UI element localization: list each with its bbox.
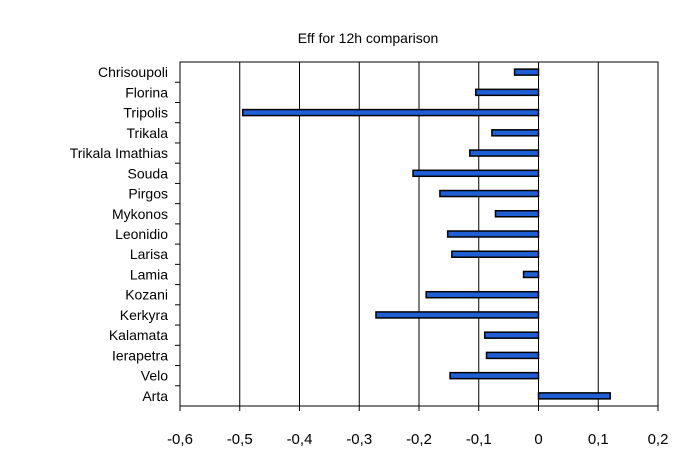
- bar-ierapetra: [485, 351, 540, 360]
- category-label: Larisa: [130, 246, 168, 262]
- x-tick-labels: -0,6 -0,5 -0,4 -0,3 -0,2 -0,1 0 0,1 0,2: [167, 406, 668, 448]
- bar-leonidio: [446, 230, 540, 238]
- category-label: Pirgos: [128, 186, 168, 202]
- category-label: Tripolis: [123, 105, 168, 121]
- category-labels: Chrisoupoli Florina Tripolis Trikala Trikala…: [70, 64, 180, 404]
- x-tick-label: 0: [534, 431, 542, 448]
- category-label: Florina: [125, 84, 168, 100]
- bar-chrisoupoli: [513, 68, 540, 76]
- bar-souda: [412, 169, 540, 178]
- bars: [241, 68, 611, 400]
- x-tick-label: -0,6: [167, 431, 193, 448]
- x-tick-label: 0,2: [648, 431, 669, 448]
- category-label: Kozani: [125, 287, 168, 303]
- category-label: Ierapetra: [112, 347, 168, 363]
- category-label: Arta: [142, 388, 168, 404]
- bar-arta: [537, 392, 611, 400]
- bar-florina: [475, 88, 540, 97]
- category-label: Souda: [128, 165, 169, 181]
- x-tick-label: -0,5: [227, 431, 253, 448]
- bar-larisa: [451, 250, 540, 258]
- bar-trikala: [491, 129, 540, 137]
- bar-kozani: [425, 290, 540, 299]
- bar-tripolis: [241, 108, 540, 117]
- bar-pirgos: [439, 189, 540, 198]
- bar-kalamata: [483, 331, 540, 339]
- category-label: Kalamata: [109, 327, 168, 343]
- category-label: Lamia: [130, 266, 168, 282]
- category-label: Velo: [141, 368, 168, 384]
- bar-lamia: [522, 270, 540, 279]
- category-label: Trikala: [127, 125, 169, 141]
- bar-velo: [449, 371, 540, 380]
- x-tick-label: -0,4: [287, 431, 313, 448]
- x-tick-label: 0,1: [588, 431, 609, 448]
- category-label: Mykonos: [112, 206, 168, 222]
- bar-trikala-imathias: [469, 149, 540, 157]
- bar-mykonos: [494, 210, 540, 218]
- x-tick-label: -0,1: [466, 431, 492, 448]
- x-tick-label: -0,3: [346, 431, 372, 448]
- chart-title: Eff for 12h comparison: [298, 30, 439, 46]
- x-tick-label: -0,2: [406, 431, 432, 448]
- category-label: Trikala Imathias: [70, 145, 168, 161]
- category-label: Chrisoupoli: [98, 64, 168, 80]
- category-label: Leonidio: [115, 226, 168, 242]
- category-label: Kerkyra: [120, 307, 168, 323]
- bar-kerkyra: [375, 311, 540, 319]
